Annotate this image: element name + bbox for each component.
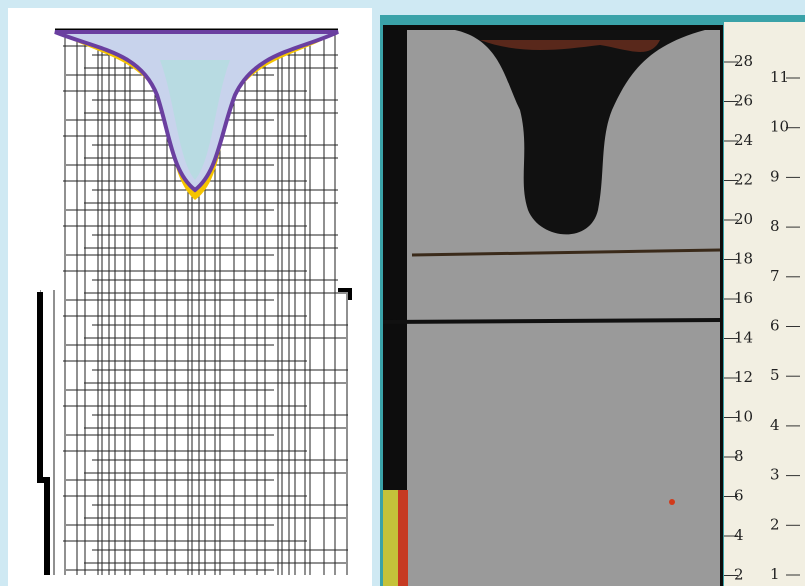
ruler-label: 4: [734, 526, 744, 544]
ruler-label: 20: [734, 210, 753, 228]
mold-stain: [398, 490, 408, 586]
ruler-label: 4: [770, 416, 780, 434]
ruler-label: 9: [770, 167, 780, 185]
ruler-label: 5: [770, 366, 780, 384]
ruler-label: 8: [770, 217, 780, 235]
ruler-label: 6: [734, 487, 744, 505]
ruler-label: 28: [734, 52, 753, 70]
figure-canvas: 28 26 24 22 20 18 16 14 12 10 8 6 4 2 11 10 9 8 7 6 5 4 3 2 1: [0, 0, 805, 586]
ruler-label: 7: [770, 267, 780, 285]
spot: [669, 499, 675, 505]
ruler-label: 6: [770, 317, 780, 335]
ruler-label: 2: [770, 515, 780, 533]
ruler-label: 8: [734, 447, 744, 465]
ruler-label: 10: [770, 118, 789, 136]
ruler-label: 26: [734, 92, 753, 110]
ruler-label: 18: [734, 250, 753, 268]
ruler-label: 12: [734, 368, 753, 386]
ruler-label: 16: [734, 289, 753, 307]
ruler-label: 11: [770, 68, 789, 86]
figure: 28 26 24 22 20 18 16 14 12 10 8 6 4 2 11 10 9 8 7 6 5 4 3 2 1: [0, 0, 805, 586]
ruler-label: 2: [734, 566, 744, 584]
ruler-label: 24: [734, 131, 753, 149]
ruler-label: 10: [734, 408, 753, 426]
ruler-label: 1: [770, 565, 780, 583]
ruler-label: 3: [770, 466, 780, 484]
cut-line: [383, 320, 720, 322]
ruler-label: 14: [734, 329, 753, 347]
ruler-label: 22: [734, 171, 753, 189]
